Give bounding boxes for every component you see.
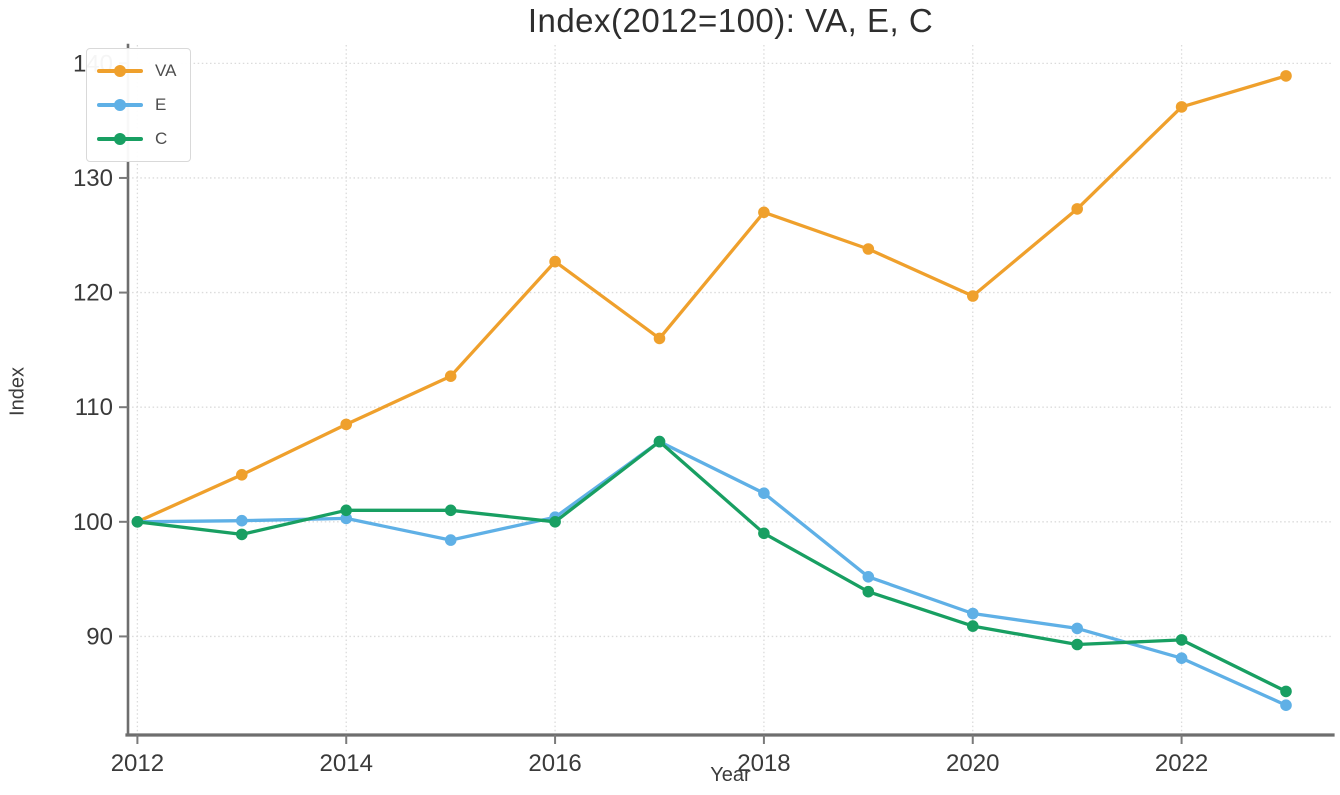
legend-swatch-e-icon bbox=[97, 98, 143, 112]
legend-swatch-c-icon bbox=[97, 132, 143, 146]
x-axis-label: Year bbox=[710, 764, 751, 786]
gridlines bbox=[128, 45, 1333, 735]
legend-label: VA bbox=[155, 61, 177, 80]
y-axis-label: Index bbox=[6, 367, 29, 416]
series-c-line bbox=[135, 439, 1288, 694]
svg-text:2022: 2022 bbox=[1155, 750, 1208, 777]
legend-label: C bbox=[155, 129, 168, 148]
svg-text:100: 100 bbox=[73, 509, 113, 536]
svg-text:2012: 2012 bbox=[111, 750, 164, 777]
chart-title: Index(2012=100): VA, E, C bbox=[527, 2, 934, 39]
svg-text:2014: 2014 bbox=[320, 750, 373, 777]
legend-item-e: E bbox=[97, 88, 176, 122]
legend-swatch-va-icon bbox=[97, 64, 143, 78]
x-tick-labels: 2012 2014 2016 2018 2020 2022 bbox=[111, 750, 1209, 777]
svg-text:90: 90 bbox=[86, 623, 113, 650]
axis-spines bbox=[125, 43, 1335, 737]
svg-text:110: 110 bbox=[75, 394, 113, 421]
svg-text:130: 130 bbox=[73, 165, 113, 192]
legend: VA E C bbox=[86, 48, 192, 162]
legend-item-c: C bbox=[97, 122, 176, 156]
legend-item-va: VA bbox=[97, 54, 176, 88]
series-e-markers bbox=[131, 435, 1292, 711]
series-va-markers bbox=[131, 70, 1292, 528]
svg-text:2020: 2020 bbox=[946, 750, 999, 777]
svg-text:120: 120 bbox=[73, 280, 113, 307]
axis-ticks bbox=[119, 62, 1183, 744]
svg-text:2016: 2016 bbox=[528, 750, 581, 777]
legend-label: E bbox=[155, 95, 167, 114]
svg-text:2018: 2018 bbox=[737, 750, 790, 777]
series-c-markers bbox=[131, 435, 1292, 698]
series-e-line bbox=[135, 439, 1288, 707]
series-va-line bbox=[135, 74, 1288, 524]
